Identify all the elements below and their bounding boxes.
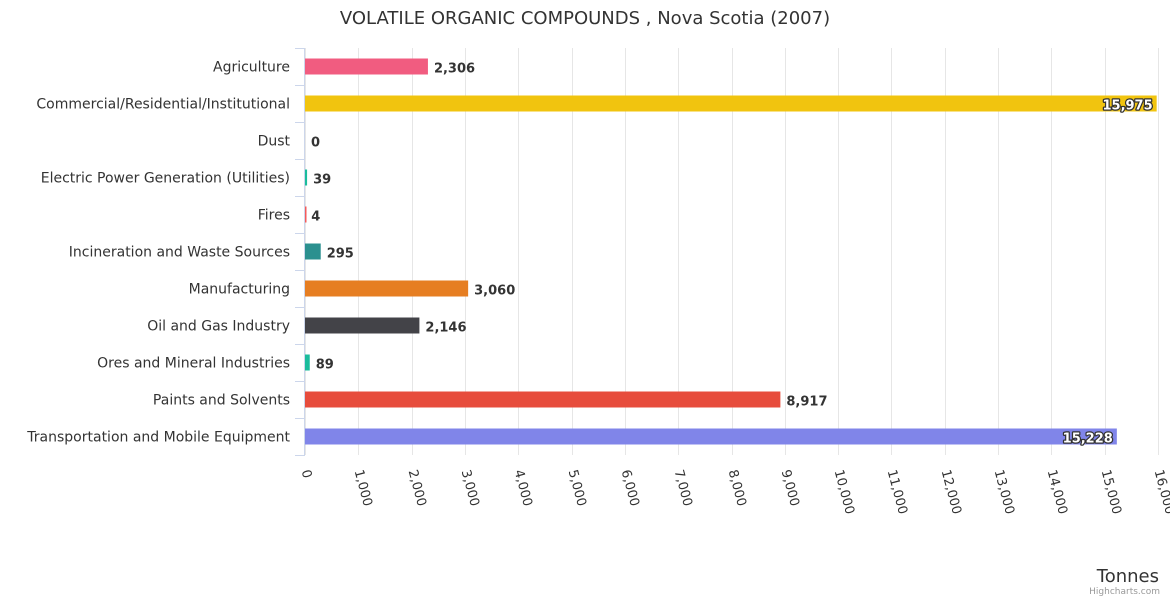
category-label: Fires <box>258 208 290 224</box>
x-axis-ticks: 0 1,000 2,000 3,000 4,000 5,000 6,000 7,000 8,00… <box>298 468 1170 516</box>
data-label: 295 <box>327 247 354 262</box>
data-labels: 2,306 15,975 0 39 4 295 3,060 2,146 89 8,917 15,22… <box>311 62 1154 448</box>
tick-label: 6,000 <box>618 468 642 508</box>
bar[interactable] <box>305 206 307 223</box>
tick-label: 14,000 <box>1044 468 1070 516</box>
data-label: 0 <box>311 136 320 151</box>
data-label: 8,917 <box>786 395 827 410</box>
bar[interactable] <box>305 280 469 297</box>
data-label: 2,146 <box>425 321 466 336</box>
tick-label: 7,000 <box>671 468 695 508</box>
grid-lines <box>295 48 1159 456</box>
data-label: 39 <box>313 173 331 188</box>
bar[interactable] <box>305 391 781 408</box>
category-label: Oil and Gas Industry <box>147 319 290 335</box>
category-label: Ores and Mineral Industries <box>97 356 290 372</box>
tick-label: 11,000 <box>884 468 910 516</box>
category-label: Incineration and Waste Sources <box>69 245 290 261</box>
category-labels: Agriculture Commercial/Residential/Instit… <box>26 60 290 446</box>
tick-label: 1,000 <box>351 468 375 508</box>
data-label: 15,228 <box>1063 432 1113 447</box>
category-label: Paints and Solvents <box>153 393 290 409</box>
data-label: 2,306 <box>434 62 475 77</box>
bar[interactable] <box>305 95 1157 112</box>
data-label: 15,975 <box>1102 99 1152 114</box>
data-label: 89 <box>316 358 334 373</box>
bar[interactable] <box>305 58 428 75</box>
tick-label: 2,000 <box>405 468 429 508</box>
category-label: Transportation and Mobile Equipment <box>26 430 290 446</box>
tick-label: 9,000 <box>778 468 802 508</box>
category-label: Electric Power Generation (Utilities) <box>41 171 290 187</box>
tick-label: 4,000 <box>511 468 535 508</box>
tick-label: 15,000 <box>1098 468 1124 516</box>
credits-link[interactable]: Highcharts.com <box>1089 587 1160 597</box>
tick-label: 3,000 <box>458 468 482 508</box>
tick-label: 12,000 <box>938 468 964 516</box>
category-label: Commercial/Residential/Institutional <box>36 97 290 113</box>
chart-title: VOLATILE ORGANIC COMPOUNDS , Nova Scotia… <box>340 8 830 29</box>
tick-label: 16,000 <box>1151 468 1170 516</box>
tick-label: 8,000 <box>725 468 749 508</box>
bar[interactable] <box>305 317 420 334</box>
category-label: Agriculture <box>213 60 290 76</box>
bar[interactable] <box>305 169 308 186</box>
data-label: 4 <box>311 210 320 225</box>
bar[interactable] <box>305 243 321 260</box>
tick-label: 5,000 <box>565 468 589 508</box>
tick-label: 13,000 <box>991 468 1017 516</box>
bars <box>305 58 1157 445</box>
category-label: Dust <box>258 134 291 150</box>
bar[interactable] <box>305 354 310 371</box>
data-label: 3,060 <box>474 284 515 299</box>
tick-label: 10,000 <box>831 468 857 516</box>
tick-label: 0 <box>298 468 315 480</box>
value-axis-title: Tonnes <box>1096 566 1159 587</box>
bar[interactable] <box>305 428 1117 445</box>
category-label: Manufacturing <box>189 282 290 298</box>
